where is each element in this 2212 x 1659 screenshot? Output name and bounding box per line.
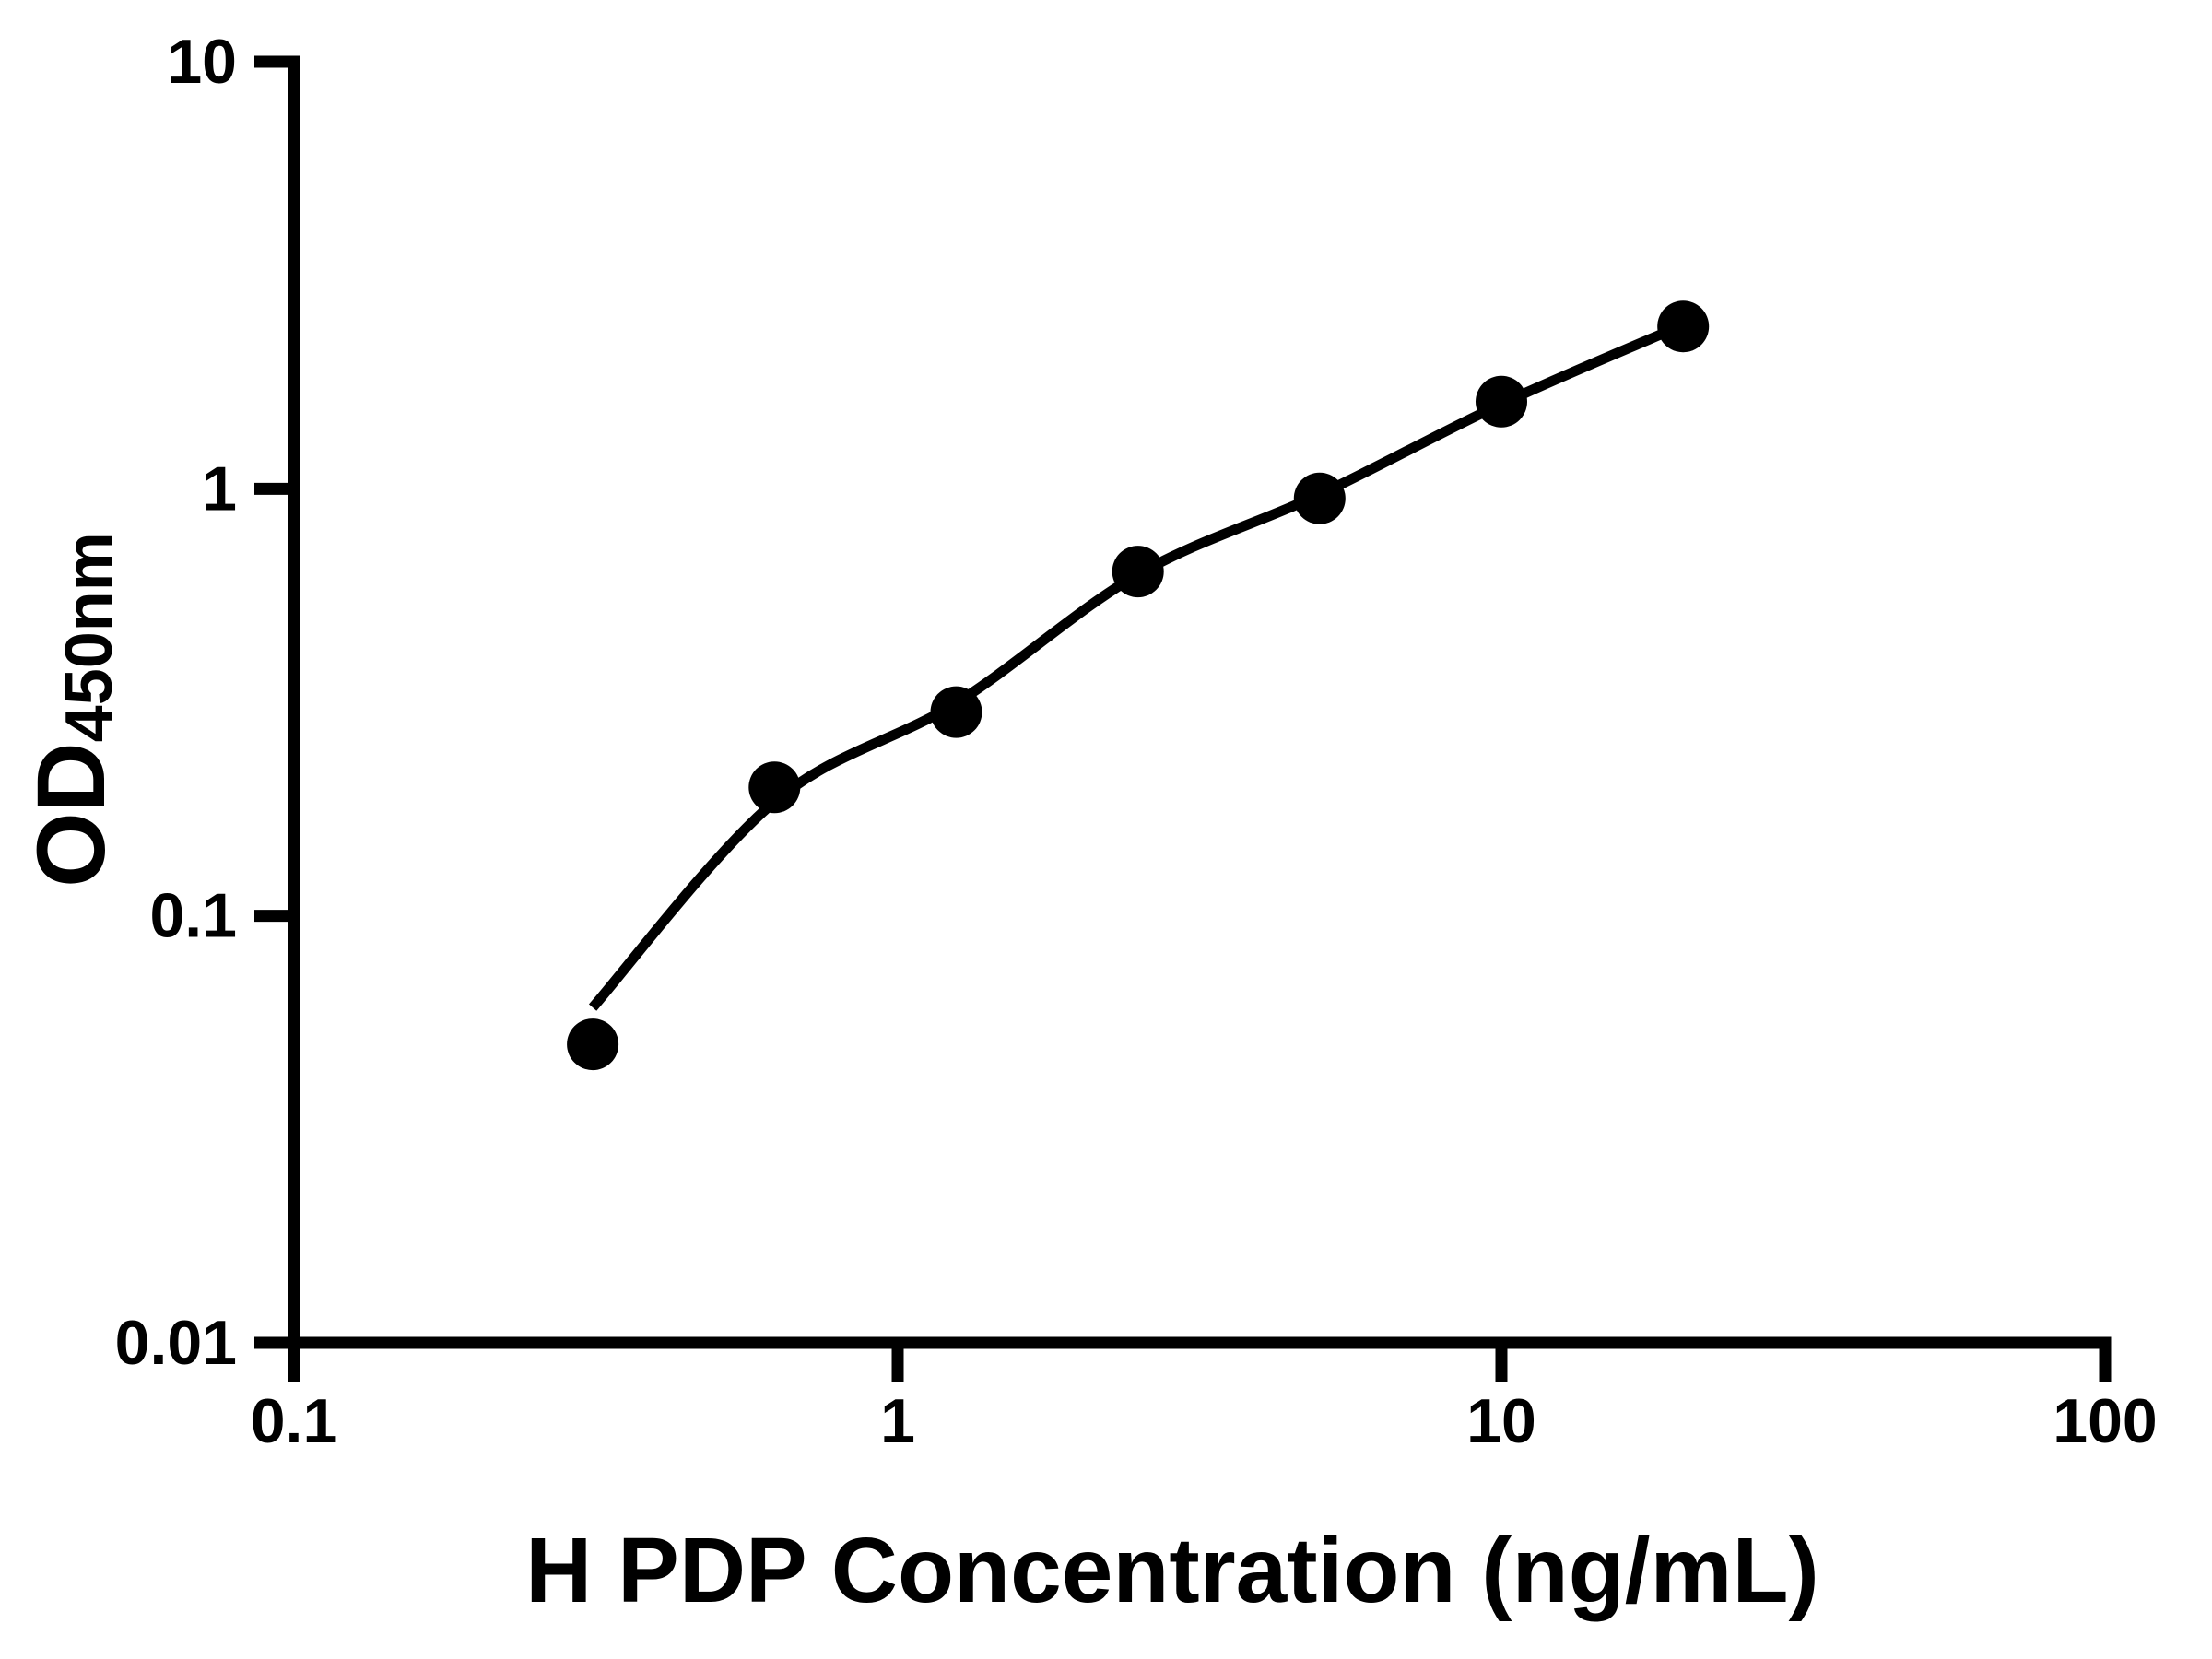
data-point: [1657, 300, 1710, 353]
x-tick-label-1: 1: [880, 1386, 915, 1456]
y-tick-label-0.01: 0.01: [115, 1308, 237, 1378]
x-axis-title: H PDP Concentration (ng/mL): [525, 1519, 1819, 1622]
y-tick-label-1: 1: [202, 453, 237, 524]
fit-curve: [588, 320, 1686, 1011]
x-tick-label-0.1: 0.1: [251, 1386, 338, 1456]
data-point: [1112, 546, 1164, 598]
y-axis-title: OD450nm: [18, 532, 126, 888]
data-point: [748, 761, 801, 814]
data-point: [1293, 472, 1346, 524]
y-tick-label-0.1: 0.1: [149, 881, 237, 951]
data-point: [1476, 375, 1527, 428]
x-tick-label-100: 100: [2053, 1386, 2157, 1456]
y-axis-title-subscript: 450nm: [53, 532, 126, 742]
axis-spine: [288, 55, 2112, 1349]
tick-layer: [254, 55, 2112, 1382]
axes-layer: [288, 55, 2112, 1349]
y-axis-title-main: OD: [18, 742, 125, 888]
series-layer: [567, 300, 1710, 1071]
x-tick-label-10: 10: [1466, 1386, 1536, 1456]
data-point: [567, 1018, 619, 1071]
y-tick-label-10: 10: [167, 27, 237, 97]
data-point: [930, 686, 982, 738]
